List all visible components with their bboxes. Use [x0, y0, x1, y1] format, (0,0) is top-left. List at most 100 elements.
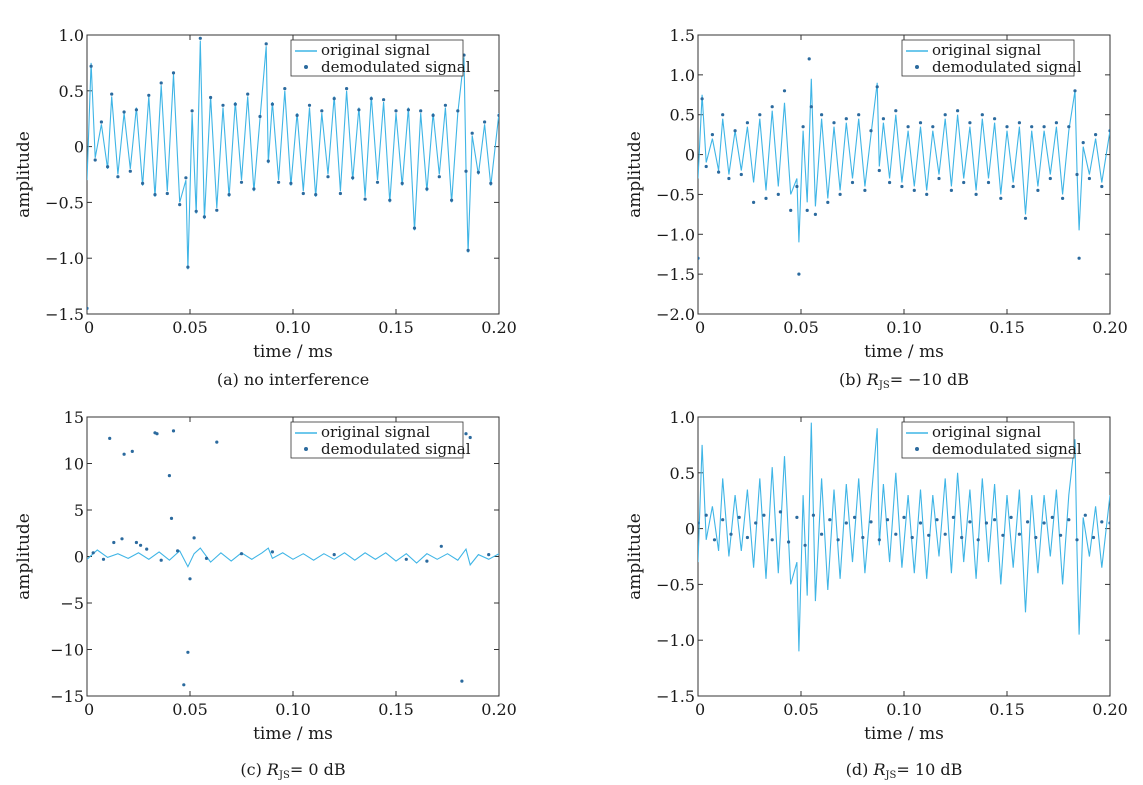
- series-point-demodulated-signal: [1094, 133, 1098, 137]
- series-point-demodulated-signal: [178, 203, 182, 207]
- series-point-demodulated-signal: [419, 109, 423, 113]
- series-point-demodulated-signal: [803, 543, 807, 547]
- series-point-demodulated-signal: [233, 102, 237, 106]
- y-tick-label: −1.5: [656, 687, 695, 706]
- legend-box: [901, 421, 1075, 459]
- series-point-demodulated-signal: [466, 248, 470, 252]
- series-point-demodulated-signal: [153, 193, 157, 197]
- series-point-demodulated-signal: [937, 176, 941, 181]
- y-tick-label: −0.5: [656, 575, 695, 594]
- series-point-demodulated-signal: [826, 200, 830, 204]
- series-point-demodulated-signal: [782, 89, 787, 93]
- series-point-demodulated-signal: [400, 181, 404, 185]
- y-tick-label: 1.5: [670, 26, 695, 45]
- series-point-demodulated-signal: [266, 159, 270, 163]
- series-point-demodulated-signal: [968, 121, 972, 125]
- plot-frame: [697, 416, 1111, 697]
- y-tick-label: 0: [74, 138, 84, 157]
- x-tick-label: 0: [84, 700, 94, 719]
- series-point-demodulated-signal: [1100, 520, 1104, 524]
- series-point-demodulated-signal: [404, 557, 408, 561]
- series-point-demodulated-signal: [949, 188, 954, 192]
- x-tick-label: 0.05: [783, 700, 819, 719]
- series-point-demodulated-signal: [141, 181, 145, 185]
- series-point-demodulated-signal: [828, 518, 832, 522]
- series-point-demodulated-signal: [332, 97, 336, 101]
- legend-dot-swatch: [304, 65, 308, 69]
- caption-variable: R: [866, 370, 879, 389]
- series-point-demodulated-signal: [927, 533, 931, 537]
- series-point-demodulated-signal: [999, 196, 1003, 200]
- series-point-demodulated-signal: [1087, 176, 1091, 181]
- caption-variable: R: [872, 760, 885, 779]
- y-tick-label: −2.0: [656, 305, 695, 324]
- series-point-demodulated-signal: [844, 521, 848, 525]
- series-point-demodulated-signal: [918, 121, 923, 125]
- data-layer: [87, 36, 499, 310]
- legend-label-demodulated: demodulated signal: [321, 58, 471, 76]
- legend-label-original: original signal: [321, 423, 430, 441]
- legend-dot-swatch: [915, 447, 919, 451]
- series-point-demodulated-signal: [1036, 188, 1040, 192]
- series-point-demodulated-signal: [704, 513, 708, 517]
- x-axis-label: time / ms: [253, 342, 333, 362]
- series-point-demodulated-signal: [369, 97, 373, 101]
- data-layer: [698, 57, 1110, 276]
- series-point-demodulated-signal: [857, 113, 861, 117]
- series-point-demodulated-signal: [110, 92, 114, 96]
- caption-suffix: = 0 dB: [290, 760, 346, 779]
- x-tick-label: 0.20: [1092, 700, 1128, 719]
- series-point-demodulated-signal: [956, 109, 960, 113]
- series-point-demodulated-signal: [776, 192, 780, 196]
- x-tick-label: 0.10: [275, 318, 311, 337]
- series-point-demodulated-signal: [489, 181, 493, 185]
- series-point-demodulated-signal: [885, 518, 890, 522]
- legend-dot-swatch: [915, 65, 919, 69]
- series-point-demodulated-signal: [202, 215, 206, 219]
- series-point-demodulated-signal: [283, 87, 287, 91]
- x-tick-label: 0.15: [989, 700, 1025, 719]
- series-point-demodulated-signal: [456, 109, 460, 113]
- chart-panel-1: 0 0.05 0.10 0.15 0.20 −1.5 −1.0 −0.5 0 0.5 1.0 time…: [14, 26, 517, 389]
- x-tick-label: 0.05: [172, 700, 208, 719]
- series-point-demodulated-signal: [1009, 515, 1013, 520]
- y-tick-label: 0: [685, 520, 695, 539]
- caption-prefix: (b): [839, 370, 867, 389]
- series-point-demodulated-signal: [314, 193, 318, 197]
- caption-subscript: JS: [278, 770, 290, 781]
- series-point-demodulated-signal: [863, 188, 867, 192]
- series-point-demodulated-signal: [270, 102, 274, 106]
- x-tick-label: 0.20: [481, 318, 517, 337]
- y-axis-label: amplitude: [625, 513, 645, 600]
- series-point-demodulated-signal: [900, 184, 904, 189]
- series-point-demodulated-signal: [239, 180, 244, 184]
- series-point-demodulated-signal: [1100, 184, 1104, 189]
- series-point-demodulated-signal: [789, 208, 793, 212]
- series-point-demodulated-signal: [382, 98, 386, 102]
- series-point-demodulated-signal: [877, 168, 881, 173]
- series-point-demodulated-signal: [1048, 176, 1052, 181]
- series-point-demodulated-signal: [951, 515, 956, 520]
- legend-label-original: original signal: [321, 41, 430, 59]
- series-point-demodulated-signal: [122, 452, 126, 456]
- series-point-demodulated-signal: [1001, 533, 1005, 537]
- series-point-demodulated-signal: [167, 474, 171, 478]
- series-point-demodulated-signal: [962, 180, 966, 185]
- series-point-demodulated-signal: [345, 87, 349, 91]
- series-point-demodulated-signal: [721, 113, 725, 117]
- x-tick-label: 0.10: [886, 700, 922, 719]
- series-point-demodulated-signal: [875, 85, 879, 89]
- series-point-demodulated-signal: [182, 683, 186, 687]
- series-point-demodulated-signal: [993, 117, 997, 121]
- x-tick-label: 0.15: [989, 318, 1025, 337]
- series-point-demodulated-signal: [1054, 121, 1058, 125]
- series-point-demodulated-signal: [1042, 125, 1046, 129]
- series-point-demodulated-signal: [169, 516, 174, 521]
- series-point-demodulated-signal: [289, 181, 293, 185]
- series-point-demodulated-signal: [171, 71, 176, 75]
- panel-caption: (c) RJS= 0 dB: [240, 760, 345, 781]
- series-point-demodulated-signal: [134, 108, 138, 112]
- y-tick-label: 1.0: [670, 66, 695, 85]
- series-point-demodulated-signal: [894, 532, 898, 536]
